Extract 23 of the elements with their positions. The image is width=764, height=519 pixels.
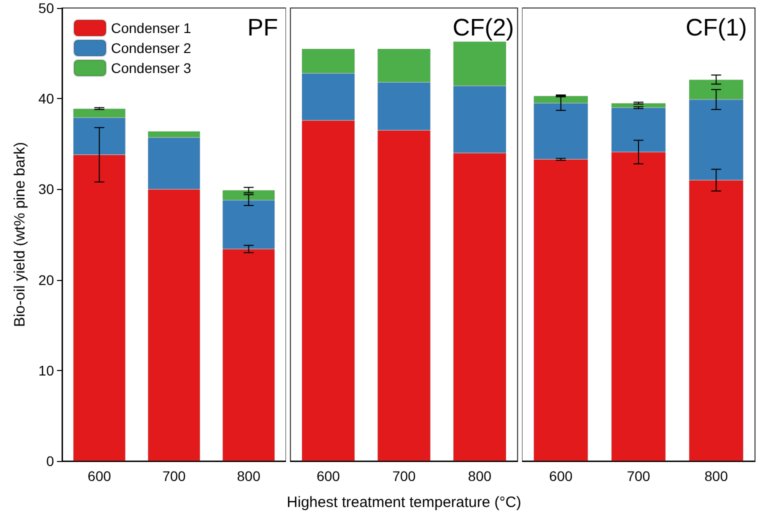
x-tick-label: 800 — [236, 468, 261, 484]
x-axis-title: Highest treatment temperature (°C) — [286, 494, 522, 511]
y-tick-label: 40 — [38, 90, 54, 107]
y-tick-label: 50 — [38, 0, 54, 16]
legend-label: Condenser 1 — [111, 20, 192, 36]
y-tick-label: 20 — [38, 272, 54, 288]
x-tick-label: 600 — [88, 468, 112, 484]
y-tick-label: 10 — [38, 362, 54, 378]
annotation: PF — [247, 14, 278, 42]
legend-label: Condenser 2 — [111, 40, 192, 56]
y-tick-label: 30 — [38, 181, 54, 198]
x-tick-label: 600 — [316, 468, 340, 484]
x-tick-label: 700 — [626, 468, 650, 484]
y-axis-title: Bio-oil yield (wt% pine bark) — [12, 142, 29, 328]
x-tick-label: 700 — [392, 468, 416, 484]
y-tick-label: 0 — [46, 453, 54, 469]
legend-label: Condenser 3 — [111, 60, 192, 76]
x-tick-label: 700 — [162, 468, 186, 484]
x-tick-label: 600 — [549, 468, 573, 484]
annotation: CF(1) — [686, 14, 748, 42]
x-tick-label: 800 — [704, 468, 728, 484]
x-tick-label: 800 — [468, 468, 492, 484]
annotation: CF(2) — [452, 14, 514, 42]
